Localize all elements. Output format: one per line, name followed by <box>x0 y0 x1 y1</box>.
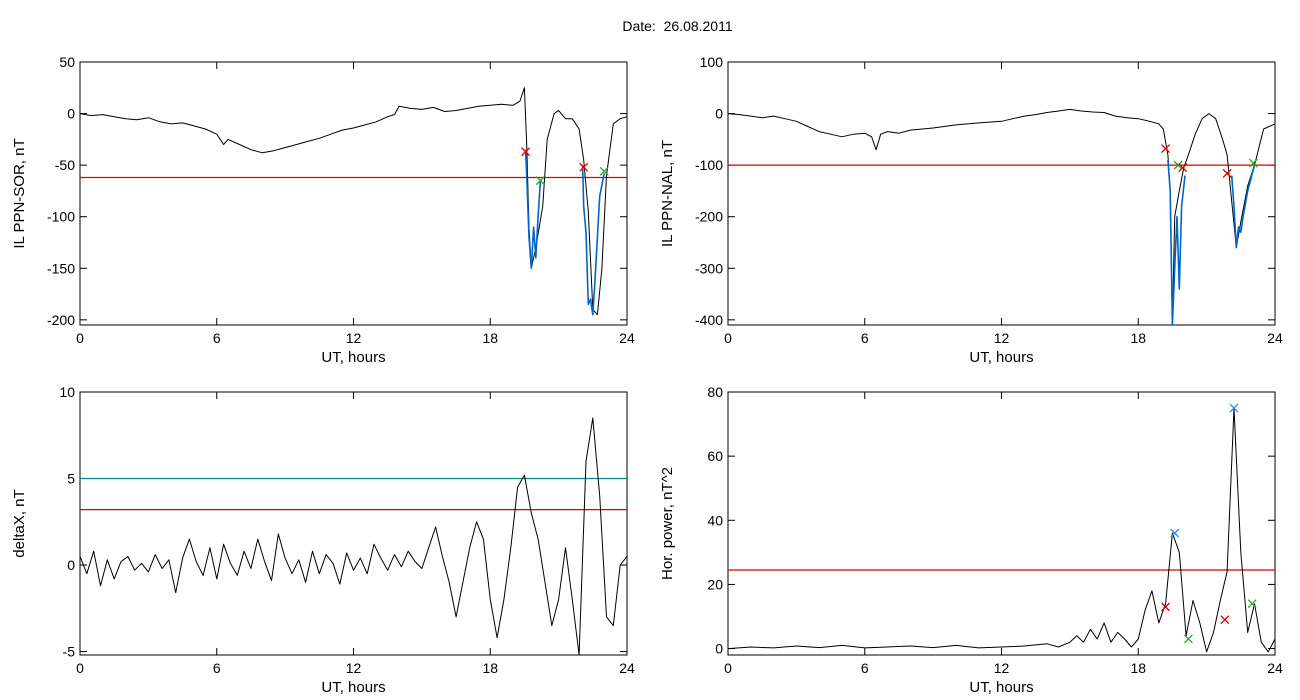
chart-1-marker-1 <box>535 176 545 186</box>
chart-4-plot-area <box>728 403 1275 653</box>
chart-2-ytick-label-3: -200 <box>695 209 723 225</box>
chart-4-ytick-label-3: 20 <box>707 576 723 592</box>
chart-1-ylabel: IL PPN-SOR, nT <box>11 138 28 248</box>
chart-4-xlabel: UT, hours <box>969 679 1033 696</box>
chart-4-series-0 <box>728 407 1275 653</box>
chart-4-xtick-label-3: 18 <box>1130 660 1146 676</box>
chart-1-marker-3 <box>599 166 609 176</box>
chart-3-xtick-label-3: 18 <box>482 660 498 676</box>
chart-2-plot-area <box>728 108 1275 325</box>
chart-3-frame <box>79 391 628 656</box>
chart-panel-1: 0 6 12 18 24 50 0 -50 -100 -150 -200 UT, hours IL PP… <box>11 54 635 366</box>
chart-2-xtick-label-2: 12 <box>994 330 1010 346</box>
chart-2-xtick-label-4: 24 <box>1267 330 1283 346</box>
chart-1-xtick-label-0: 0 <box>76 330 84 346</box>
chart-2-ytick-label-1: 0 <box>715 106 723 122</box>
chart-1-ytick-label-5: -200 <box>47 312 75 328</box>
chart-2-marker-1 <box>1173 160 1183 170</box>
chart-3-ylabel: deltaX, nT <box>11 489 28 557</box>
chart-4-ytick-label-4: 0 <box>715 641 723 657</box>
chart-3-xtick-label-0: 0 <box>76 660 84 676</box>
chart-3-ytick-label-2: 0 <box>67 557 75 573</box>
chart-4-marker-4 <box>1229 403 1239 413</box>
chart-4-marker-0 <box>1161 602 1171 612</box>
chart-4-marker-1 <box>1170 528 1180 538</box>
page-title: Date: 26.08.2011 <box>622 18 733 34</box>
chart-2-xtick-label-0: 0 <box>724 330 732 346</box>
chart-3-xtick-label-4: 24 <box>619 660 635 676</box>
chart-panel-4: 0 6 12 18 24 80 60 40 20 0 UT, hours Hor. power, nT… <box>659 384 1283 696</box>
chart-4-xtick-label-0: 0 <box>724 660 732 676</box>
chart-4-ytick-label-2: 40 <box>707 512 723 528</box>
chart-4-xtick-label-4: 24 <box>1267 660 1283 676</box>
chart-2-series-1 <box>1167 159 1186 325</box>
chart-2-ytick-label-0: 100 <box>700 54 724 70</box>
chart-2-marker-3 <box>1222 168 1232 178</box>
chart-2-xtick-label-3: 18 <box>1130 330 1146 346</box>
chart-2-series-0 <box>728 108 1275 325</box>
chart-2-marker-0 <box>1161 144 1171 154</box>
chart-1-xtick-label-2: 12 <box>346 330 362 346</box>
chart-3-ytick-label-0: 10 <box>59 384 75 400</box>
chart-2-ylabel: IL PPN-NAL, nT <box>659 140 676 247</box>
chart-3-xtick-label-2: 12 <box>346 660 362 676</box>
chart-4-marker-5 <box>1247 599 1257 609</box>
chart-1-xtick-label-3: 18 <box>482 330 498 346</box>
chart-4-xtick-label-1: 6 <box>861 660 869 676</box>
chart-1-ytick-label-3: -100 <box>47 209 75 225</box>
chart-2-ytick-label-5: -400 <box>695 312 723 328</box>
chart-4-ytick-label-0: 80 <box>707 384 723 400</box>
chart-1-series-1 <box>524 149 542 270</box>
chart-3-plot-area <box>80 417 627 655</box>
chart-2-xlabel: UT, hours <box>969 349 1033 366</box>
chart-2-xtick-label-1: 6 <box>861 330 869 346</box>
chart-3-xtick-label-1: 6 <box>213 660 221 676</box>
chart-4-ytick-label-1: 60 <box>707 448 723 464</box>
chart-1-ytick-label-2: -50 <box>55 157 75 173</box>
chart-3-series-0 <box>80 417 627 655</box>
chart-1-xtick-label-1: 6 <box>213 330 221 346</box>
chart-3-ytick-label-1: 5 <box>67 471 75 487</box>
chart-2-marker-4 <box>1248 158 1258 168</box>
chart-4-marker-3 <box>1220 615 1230 625</box>
chart-1-plot-area <box>80 87 627 316</box>
chart-4-xtick-label-2: 12 <box>994 660 1010 676</box>
chart-1-series-2 <box>581 165 605 316</box>
chart-2-ytick-label-2: -100 <box>695 157 723 173</box>
chart-3-xlabel: UT, hours <box>321 679 385 696</box>
chart-4-frame <box>727 391 1276 656</box>
chart-1-frame <box>79 61 628 326</box>
chart-2-ytick-label-4: -300 <box>695 260 723 276</box>
chart-1-marker-2 <box>579 162 589 172</box>
chart-3-ytick-label-3: -5 <box>63 644 76 660</box>
chart-1-ytick-label-0: 50 <box>59 54 75 70</box>
chart-2-series-2 <box>1230 164 1256 249</box>
chart-panel-2: 0 6 12 18 24 100 0 -100 -200 -300 -400 UT, hours IL … <box>659 54 1283 366</box>
chart-1-series-0 <box>80 87 627 316</box>
chart-1-xtick-label-4: 24 <box>619 330 635 346</box>
chart-1-marker-0 <box>521 147 531 157</box>
chart-4-ylabel: Hor. power, nT^2 <box>659 467 676 580</box>
chart-1-ytick-label-4: -150 <box>47 260 75 276</box>
chart-2-marker-2 <box>1178 163 1188 173</box>
chart-1-xlabel: UT, hours <box>321 349 385 366</box>
chart-1-ytick-label-1: 0 <box>67 106 75 122</box>
chart-2-frame <box>727 61 1276 326</box>
chart-4-marker-2 <box>1183 634 1193 644</box>
